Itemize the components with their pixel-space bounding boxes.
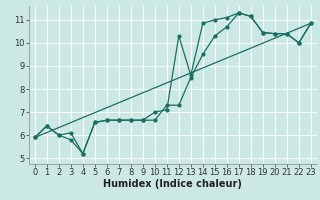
X-axis label: Humidex (Indice chaleur): Humidex (Indice chaleur): [103, 179, 242, 189]
